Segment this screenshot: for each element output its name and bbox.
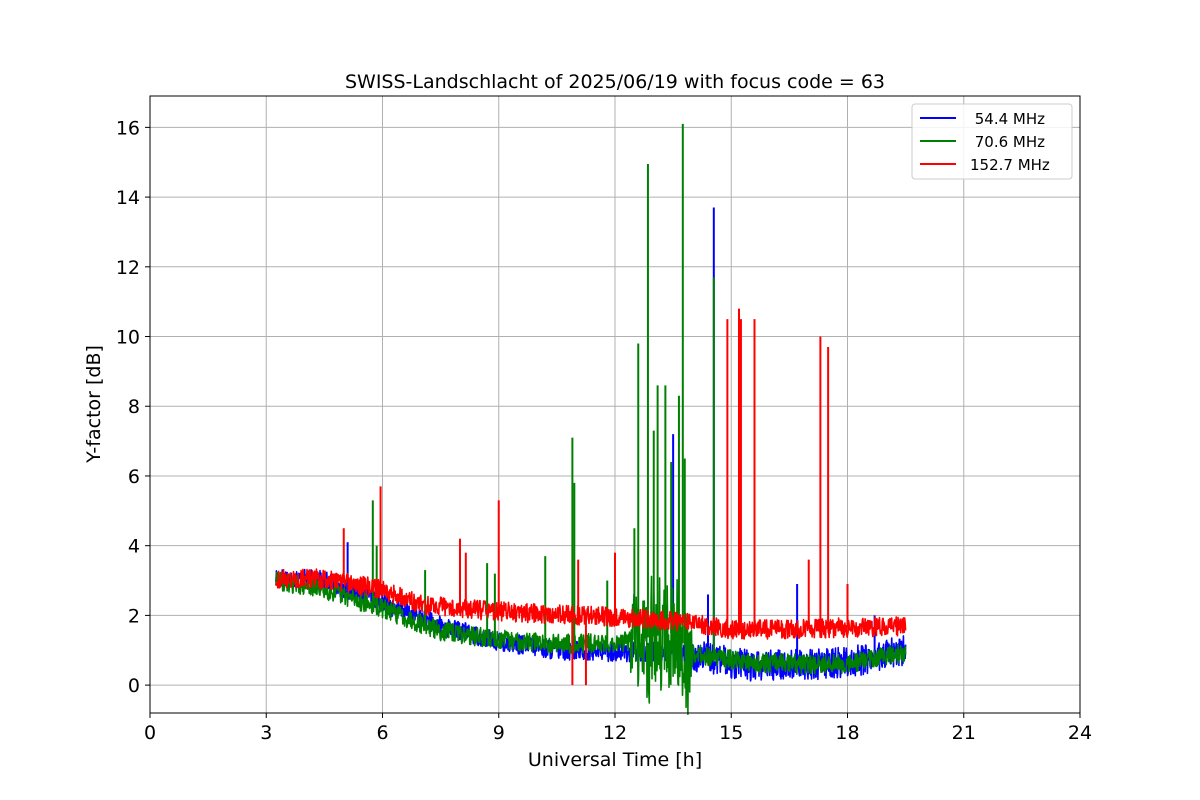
x-axis-label: Universal Time [h]	[528, 749, 702, 771]
y-tick-label: 6	[128, 466, 140, 488]
legend-label: 152.7 MHz	[970, 156, 1050, 174]
x-tick-label: 21	[952, 722, 976, 744]
legend: 54.4 MHz 70.6 MHz 152.7 MHz	[911, 103, 1073, 180]
x-tick-label: 9	[493, 722, 505, 744]
y-axis-label: Y-factor [dB]	[83, 345, 105, 464]
legend-entry: 152.7 MHz	[920, 156, 1050, 174]
series-area	[275, 123, 907, 715]
x-tick-label: 3	[260, 722, 272, 744]
y-tick-label: 4	[128, 536, 140, 558]
y-tick-label: 8	[128, 396, 140, 418]
x-tick-label: 24	[1068, 722, 1092, 744]
y-tick-label: 0	[128, 675, 140, 697]
x-tick-label: 6	[376, 722, 388, 744]
y-tick-label: 2	[128, 605, 140, 627]
series-line	[275, 568, 907, 640]
chart-title: SWISS-Landschlacht of 2025/06/19 with fo…	[345, 71, 885, 93]
legend-label: 70.6 MHz	[970, 133, 1045, 151]
x-tick-label: 18	[835, 722, 859, 744]
x-tick-label: 15	[719, 722, 743, 744]
series-line	[275, 571, 907, 715]
x-ticks: 0 3 6 9 12 15 18 21 24	[144, 713, 1092, 744]
y-tick-label: 14	[116, 187, 140, 209]
y-ticks: 0 2 4 6 8 10 12 14 16	[116, 117, 150, 697]
x-tick-label: 0	[144, 722, 156, 744]
y-tick-label: 10	[116, 327, 140, 349]
series-2	[275, 123, 907, 715]
y-tick-label: 12	[116, 257, 140, 279]
y-tick-label: 16	[116, 117, 140, 139]
series-3	[275, 308, 907, 686]
legend-frame	[911, 103, 1073, 180]
x-tick-label: 12	[603, 722, 627, 744]
legend-entry: 70.6 MHz	[920, 133, 1045, 151]
legend-label: 54.4 MHz	[970, 110, 1045, 128]
legend-entry: 54.4 MHz	[920, 110, 1045, 128]
